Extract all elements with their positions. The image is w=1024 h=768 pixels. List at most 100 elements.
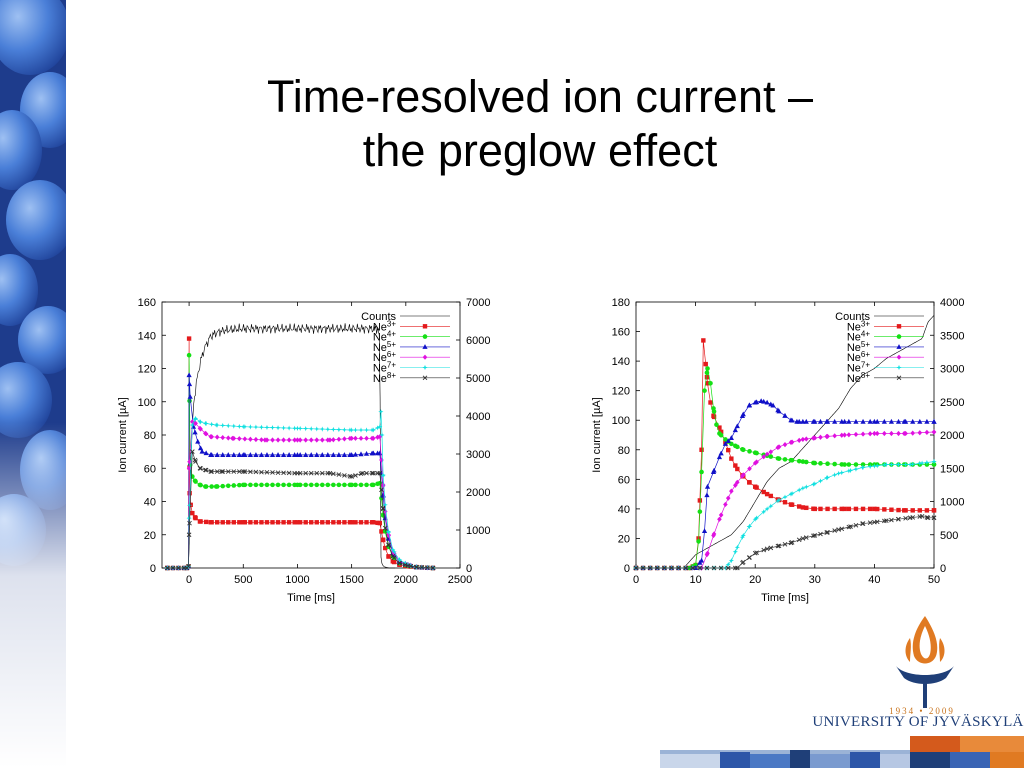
left-series-ne4plus-point: [203, 484, 208, 489]
left-series-ne4plus-point: [209, 484, 214, 489]
left-y2-tick-label: 3000: [466, 449, 490, 461]
right-legend-label-counts: Counts: [835, 311, 870, 323]
right-series-ne8plus-point: [647, 565, 653, 571]
right-series-ne5plus-point: [710, 469, 717, 474]
left-series-ne4plus-point: [353, 482, 358, 488]
left-series-ne8plus-point: [430, 565, 436, 571]
left-series-ne7plus-point: [202, 420, 208, 426]
left-series-ne6plus-point: [248, 436, 253, 442]
left-series-ne3plus-point: [380, 537, 386, 542]
left-series-ne8plus-point: [379, 487, 384, 493]
right-y2-tick-label: 500: [940, 530, 958, 542]
left-series-ne7plus-point: [220, 422, 226, 429]
right-y-tick-label: 160: [612, 327, 630, 339]
left-series-ne7plus-point: [378, 409, 384, 415]
left-series-ne8plus: [165, 449, 436, 571]
left-series-ne5plus-point: [330, 452, 336, 457]
left-series-ne8plus-point: [225, 469, 231, 474]
right-series-ne4plus-point: [782, 457, 788, 462]
right-series-ne8plus-point: [740, 559, 746, 565]
left-series-ne5plus-point: [198, 445, 204, 451]
right-series-ne6plus-point: [812, 435, 818, 441]
right-series-ne5plus-point: [698, 557, 705, 563]
right-series-ne6plus-point: [917, 430, 923, 436]
right-series-ne8plus-point: [640, 565, 646, 571]
right-series-ne5plus-point: [901, 418, 907, 424]
right-series-ne7plus-point: [867, 463, 873, 470]
right-series-ne6plus-point: [718, 512, 724, 518]
left-series-ne3plus-point: [375, 520, 380, 526]
right-series-ne4plus-point: [752, 450, 758, 456]
right-series-ne7plus-point: [776, 497, 782, 503]
left-series-ne8plus-point: [358, 471, 364, 477]
right-legend-marker-ne5plus: [896, 344, 902, 349]
left-series-ne8plus-point: [308, 470, 314, 476]
right-series-ne8plus-point: [654, 565, 660, 571]
right-series-ne3plus-point: [839, 506, 844, 512]
right-x-tick-label: 40: [868, 574, 880, 586]
right-series-ne6plus-point: [924, 429, 930, 435]
left-x-tick-label: 0: [186, 574, 192, 586]
right-series-ne8plus-point: [711, 565, 717, 571]
right-series-ne3plus-point: [711, 413, 716, 418]
right-series-ne4plus-point: [853, 462, 859, 467]
left-series-ne4plus-point: [240, 482, 246, 488]
left-series-ne6plus-point: [295, 437, 300, 443]
right-series-ne4plus-point: [711, 406, 716, 411]
left-series-ne7plus-point: [363, 427, 370, 433]
right-series-ne6plus-point: [796, 437, 802, 443]
right-series-ne5plus-point: [846, 418, 852, 424]
right-x-tick-label: 0: [633, 574, 639, 586]
right-series-ne3plus-point: [882, 507, 887, 512]
left-series-ne3plus-point: [358, 520, 364, 525]
right-series-ne6plus-point: [901, 430, 907, 437]
right-series-ne5plus-point: [746, 402, 752, 408]
right-series-ne7plus-point: [782, 494, 788, 500]
right-series-ne3plus-point: [701, 338, 706, 343]
right-series-ne8plus-point: [832, 528, 837, 533]
right-series-ne7plus-point: [847, 467, 854, 474]
right-series-ne5plus-point: [860, 418, 866, 424]
left-y-tick-label: 140: [138, 330, 156, 342]
left-series-ne7plus-point: [186, 502, 193, 508]
left-series-ne4plus-point: [231, 483, 237, 488]
right-series-ne8plus-point: [633, 565, 639, 571]
left-series-ne8plus-point: [176, 565, 181, 571]
left-series-ne8plus-point: [165, 565, 170, 571]
right-series-ne3plus-point: [782, 500, 788, 505]
right-series-ne8plus-point: [796, 537, 802, 543]
left-series-ne6plus-point: [286, 437, 292, 443]
left-series-ne8plus-point: [386, 542, 391, 548]
right-series-ne5plus-point: [764, 399, 770, 405]
left-series-ne5plus-point: [203, 450, 209, 456]
left-series-ne3plus-point: [390, 559, 396, 564]
left-x-tick-label: 1000: [285, 574, 309, 586]
left-series-ne7plus-point: [297, 425, 303, 432]
left-series-ne8plus-point: [264, 469, 270, 475]
left-series-ne3plus-point: [264, 520, 270, 525]
left-series-ne4plus-point: [213, 484, 219, 489]
left-series-ne6plus-point: [242, 436, 248, 442]
left-legend-marker-ne6plus: [422, 354, 428, 360]
left-series-ne8plus-point: [349, 474, 354, 479]
left-series-ne4plus-point: [314, 482, 320, 488]
right-series-ne8plus-point: [884, 518, 889, 524]
right-y-tick-label: 100: [612, 415, 630, 427]
left-series-ne3plus-point: [297, 520, 303, 525]
right-series-ne6plus-point: [705, 550, 710, 556]
right-series-ne8plus-point: [848, 524, 853, 529]
university-torch-logo: [896, 616, 954, 708]
right-series-ne7plus-point: [871, 463, 877, 469]
right-series-ne3plus-point: [753, 484, 758, 489]
right-series-ne8plus-point: [718, 565, 724, 571]
left-series-ne8plus-point: [193, 459, 198, 464]
right-series-ne4plus-point: [697, 509, 703, 514]
right-series-ne5plus-point: [718, 450, 724, 456]
left-series-ne7plus-point: [330, 426, 336, 433]
right-legend-marker-ne8plus: [896, 375, 902, 381]
right-series-ne8plus-point: [776, 543, 782, 549]
left-series-ne3plus-point: [253, 520, 259, 525]
right-series-ne7plus-point: [931, 459, 937, 465]
right-series-ne8plus-point: [752, 550, 758, 556]
right-series-ne6plus-point: [729, 488, 734, 494]
